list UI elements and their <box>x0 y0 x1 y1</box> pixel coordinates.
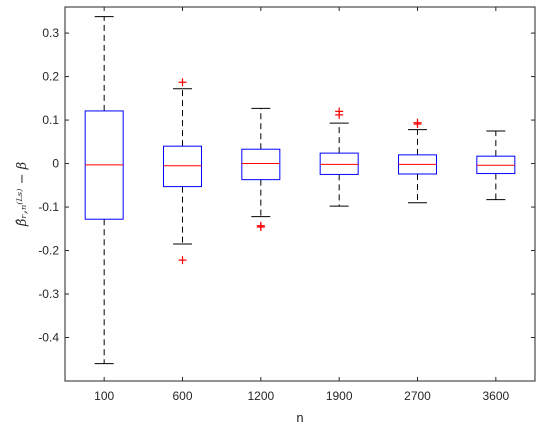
y-tick-label: 0.2 <box>42 70 59 84</box>
x-tick-label: 2700 <box>404 389 431 403</box>
outlier-marker <box>335 107 344 116</box>
y-tick-label: 0 <box>52 157 59 171</box>
box-group <box>476 130 516 201</box>
y-tick-label: -0.1 <box>38 200 59 214</box>
x-axis-title: n <box>296 410 303 425</box>
box-group <box>398 118 437 204</box>
y-tick-label: 0.1 <box>42 113 59 127</box>
y-tick-label: -0.2 <box>38 244 59 258</box>
y-axis: -0.4 -0.3 -0.2 -0.1 0 0.1 0.2 0.3 <box>38 26 535 345</box>
plot-area: -0.4 -0.3 -0.2 -0.1 0 0.1 0.2 0.3 100 600 1200 190… <box>38 6 536 403</box>
box-group <box>163 78 202 265</box>
box-group <box>319 107 359 207</box>
x-tick-label: 1200 <box>247 389 274 403</box>
boxes-layer <box>84 16 516 365</box>
outlier-marker <box>256 223 265 232</box>
box-iqr <box>319 152 359 175</box>
box-group <box>84 16 124 365</box>
outlier-marker <box>413 118 422 127</box>
y-tick-label: 0.3 <box>42 26 59 40</box>
box-iqr <box>241 148 281 181</box>
box-group <box>241 107 281 232</box>
y-tick-label: -0.3 <box>38 287 59 301</box>
x-tick-label: 1900 <box>326 389 353 403</box>
y-tick-label: -0.4 <box>38 331 59 345</box>
axes-frame <box>64 6 536 382</box>
box-iqr <box>163 145 202 188</box>
y-axis-title: β̂ᵣ,ₙ⁽ᴸˢ⁾ − β <box>15 162 30 227</box>
y-axis-title-text: β̂ᵣ,ₙ⁽ᴸˢ⁾ − β <box>15 162 30 227</box>
x-tick-label: 3600 <box>482 389 509 403</box>
outlier-marker <box>178 78 187 87</box>
x-tick-label: 600 <box>172 389 192 403</box>
x-tick-label: 100 <box>94 389 114 403</box>
outlier-marker <box>178 256 187 265</box>
x-axis: 100 600 1200 1900 2700 3600 <box>94 7 510 403</box>
